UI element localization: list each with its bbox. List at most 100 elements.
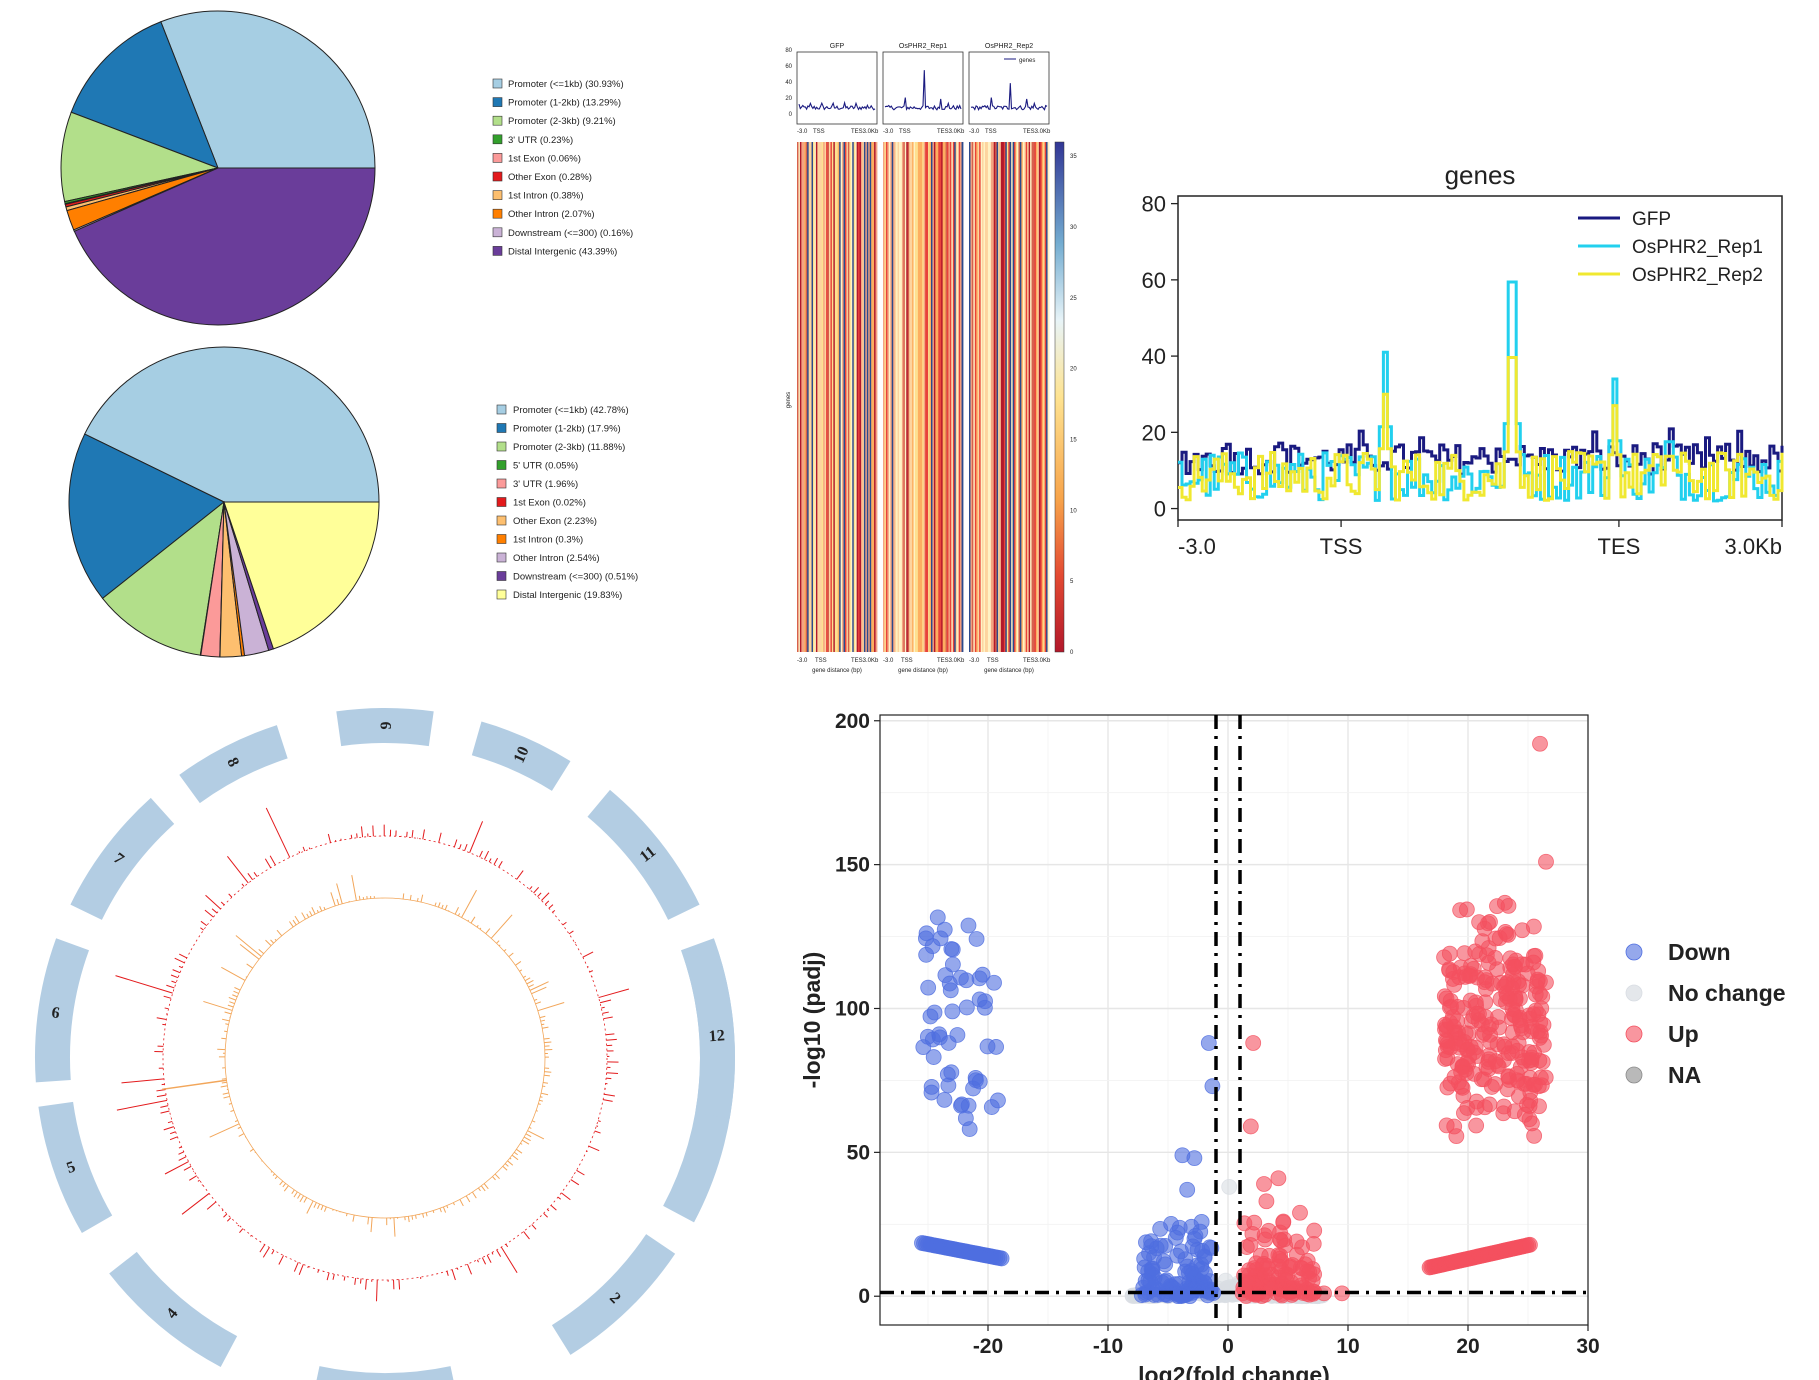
point-down [936,1091,953,1108]
legend-label: 1st Intron (0.3%) [513,535,583,546]
inner-track-bar [317,1203,321,1210]
point-up [1239,1274,1256,1291]
point-up [1263,1280,1280,1297]
outer-track-bar [171,980,177,984]
outer-track-bar [307,1266,309,1269]
inner-track-bar [291,1189,295,1194]
outer-track-bar [264,858,272,868]
inner-track-bar [446,1205,449,1209]
inner-track-bar [529,981,549,991]
heatmap-stripe [933,142,936,652]
profile-legend-label: genes [1019,58,1035,64]
inner-track-bar [222,1092,229,1095]
outer-track-bar [164,1161,189,1175]
pie-chart-1-legend: Promoter (<=1kb) (30.93%) Promoter (1-2kb… [492,78,633,257]
legend-swatch [492,97,503,107]
inner-track-bar [452,1202,455,1206]
outer-track-bar [156,1094,167,1098]
inner-track-bar [249,1148,254,1152]
pie-slice [160,10,376,169]
heatmap-stripe [1019,142,1022,652]
heatmap-stripe [944,142,946,652]
heatmap-stripe [1015,142,1018,652]
point-up [1445,964,1462,980]
legend-label: Distal Intergenic (19.83%) [513,590,622,601]
outer-track-bar [491,1252,494,1255]
pie-slice [73,167,376,326]
profile-x-tick: TES3.0Kb [851,129,879,135]
inner-track-bar [524,977,531,982]
point-down [1157,1256,1174,1273]
point-up [1245,1035,1262,1051]
point-down [971,1073,988,1090]
outer-track-bar [293,1262,299,1272]
legend-marker [1625,984,1643,1002]
outer-track-bar [164,1007,169,1010]
outer-track-bar [317,1269,320,1273]
heatmap-stripe [856,142,859,652]
inner-track-bar [223,1095,230,1099]
colorbar-tick: 35 [1070,154,1077,160]
outer-track-bar [163,1126,175,1131]
profile-column-title: OsPHR2_Rep2 [985,43,1033,50]
heatmap-stripe [891,142,894,652]
outer-track-bar [262,1247,270,1258]
heatmap-stripe [1011,142,1014,652]
inner-track-bar [313,1202,317,1208]
inner-track-bar [234,987,241,991]
profile-heatmap-panel: GFP -3.0 TSS TES3.0Kb gene distance (bp) -3.0… [785,43,1077,674]
heatmap-stripe [910,142,913,652]
legend-label: Distal Intergenic (43.39%) [508,246,617,257]
heatmap-stripe [917,142,920,652]
inner-track-bar [502,1165,508,1171]
legend-swatch [496,423,507,433]
inner-track-bar [543,1081,549,1084]
outer-track-bar [479,850,483,858]
chart-title: genes [1445,160,1516,190]
outer-track-bar [172,969,181,974]
inner-track-bar [539,1099,544,1102]
outer-track-bar [550,1205,557,1211]
heatmap-stripe [839,142,842,652]
heatmap-stripe [846,142,849,652]
y-tick-label: 60 [1142,268,1166,293]
heatmap-stripe [970,142,973,652]
point-up [1525,1006,1542,1023]
heatmap-stripe [1017,142,1019,652]
heatmap-stripe [853,142,856,652]
inner-track-bar [541,1023,545,1026]
point-up [1496,1052,1512,1068]
point-up [1521,1098,1538,1114]
point-down [1146,1249,1162,1265]
inner-track-bar [504,1163,509,1167]
pie-chart-2-legend: Promoter (<=1kb) (42.78%) Promoter (1-2kb… [496,404,638,601]
point-down [944,1003,961,1020]
outer-track-bar [406,831,408,838]
heatmap-stripe [942,142,945,652]
point-up [1532,735,1548,752]
point-up [1242,1118,1259,1135]
chromosome-label: 12 [708,1027,725,1045]
inner-track-bar [492,1176,496,1181]
outer-track-bar [469,821,484,853]
inner-track-bar [162,1079,227,1091]
y-tick-label: 80 [1142,192,1166,217]
legend-label: GFP [1632,209,1671,230]
pie-slice [70,21,219,169]
outer-track-bar [174,957,185,964]
heatmap-stripe [941,142,944,652]
point-down [1157,1273,1174,1290]
outer-track-bar [594,1130,601,1134]
heatmap-stripe [808,142,811,652]
inner-track-bar [402,893,405,900]
heatmap-stripe [922,142,925,652]
legend-swatch [496,589,507,600]
heatmap-stripe [887,142,890,652]
inner-track-bar [520,1142,523,1145]
inner-track-bar [531,1120,536,1123]
point-up [1441,945,1458,962]
point-up [1522,1236,1538,1253]
x-tick-label: -3.0 [1178,534,1216,559]
point-down [949,1027,966,1043]
